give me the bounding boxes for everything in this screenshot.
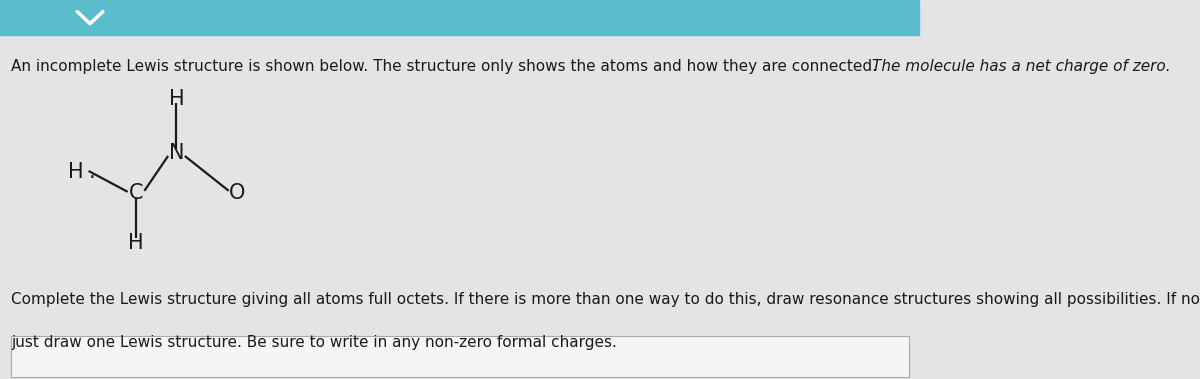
- Text: just draw one Lewis structure. Be sure to write in any non-zero formal charges.: just draw one Lewis structure. Be sure t…: [11, 335, 617, 351]
- Text: The molecule has a net charge of zero.: The molecule has a net charge of zero.: [871, 59, 1170, 74]
- Text: O: O: [229, 183, 245, 203]
- FancyBboxPatch shape: [11, 336, 908, 377]
- Text: C: C: [128, 183, 143, 203]
- Text: An incomplete Lewis structure is shown below. The structure only shows the atoms: An incomplete Lewis structure is shown b…: [11, 59, 882, 74]
- Text: H: H: [169, 89, 185, 108]
- Text: .: .: [89, 163, 96, 182]
- Text: Complete the Lewis structure giving all atoms full octets. If there is more than: Complete the Lewis structure giving all …: [11, 292, 1200, 307]
- Text: H: H: [128, 233, 144, 253]
- Text: H: H: [68, 163, 84, 182]
- Bar: [0, 0, 919, 35]
- Text: N: N: [169, 144, 184, 163]
